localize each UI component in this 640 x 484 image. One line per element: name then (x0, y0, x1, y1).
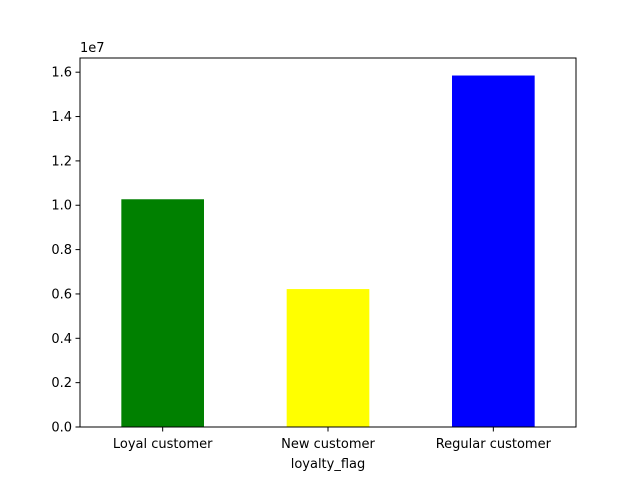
bar-2 (452, 75, 535, 428)
y-tick-label-4: 0.8 (51, 243, 72, 258)
x-axis-title: loyalty_flag (291, 457, 366, 472)
y-tick-label-5: 1.0 (51, 199, 72, 214)
y-tick-label-2: 0.4 (51, 332, 72, 347)
y-tick-label-6: 1.2 (51, 154, 72, 169)
ticks-layer: Loyal customer New customer Regular custom… (51, 66, 551, 452)
x-tick-label-2: Regular customer (436, 437, 552, 452)
y-tick-label-1: 0.2 (51, 376, 72, 391)
x-tick-label-1: New customer (281, 437, 375, 452)
x-tick-label-0: Loyal customer (113, 437, 213, 452)
bar-1 (286, 289, 370, 427)
bar-0 (121, 199, 204, 427)
bars-layer (121, 75, 535, 428)
y-tick-label-3: 0.6 (51, 287, 72, 302)
y-tick-label-8: 1.6 (51, 66, 72, 81)
y-tick-label-7: 1.4 (51, 110, 72, 125)
y-axis-scale-label: 1e7 (80, 41, 105, 56)
y-tick-label-0: 0.0 (51, 421, 72, 436)
